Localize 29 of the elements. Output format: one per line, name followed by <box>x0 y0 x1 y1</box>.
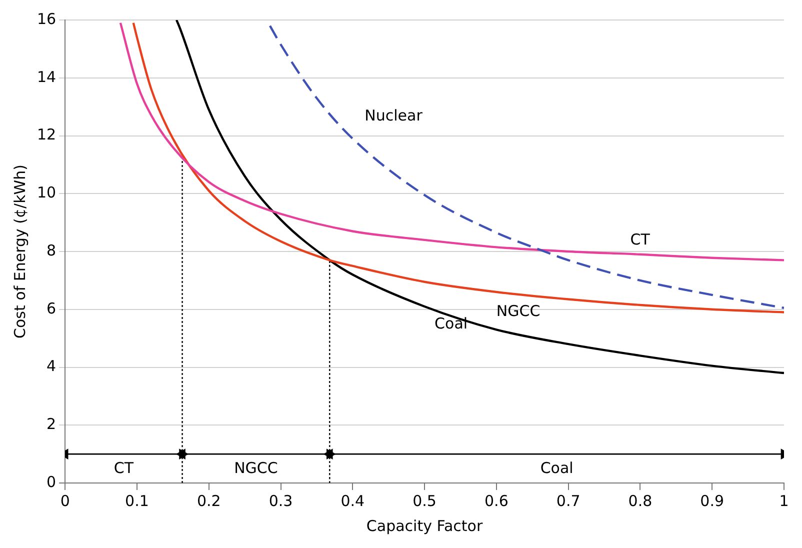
x-tick-label: 0 <box>60 492 70 510</box>
x-tick-label: 0.5 <box>412 492 436 510</box>
y-tick-label: 8 <box>46 241 56 260</box>
x-tick-label: 0.8 <box>628 492 652 510</box>
series-label: Coal <box>434 314 468 332</box>
y-tick-label: 4 <box>46 357 56 376</box>
x-tick-label: 0.3 <box>268 492 293 510</box>
x-tick-label: 0.7 <box>556 492 580 510</box>
x-tick-label: 0.1 <box>125 492 149 510</box>
y-tick-label: 16 <box>36 10 56 28</box>
series-label: CT <box>630 230 651 248</box>
annotation: CT <box>114 458 134 477</box>
y-tick-label: 6 <box>46 299 56 318</box>
x-tick-label: 0.4 <box>340 492 365 510</box>
y-tick-label: 10 <box>36 184 56 202</box>
x-tick-label: 0.6 <box>484 492 508 510</box>
y-tick-label: 0 <box>46 472 56 491</box>
annotation: Coal <box>540 458 574 477</box>
series-label: Nuclear <box>364 106 424 125</box>
y-tick-label: 12 <box>36 126 56 144</box>
y-tick-label: 2 <box>46 415 56 434</box>
x-tick-label: 0.9 <box>700 492 724 510</box>
x-axis-title: Capacity Factor <box>366 516 484 535</box>
annotation: NGCC <box>234 458 278 477</box>
series-label: NGCC <box>496 302 540 320</box>
x-tick-label: 1 <box>779 492 789 510</box>
x-tick-label: 0.2 <box>196 492 221 510</box>
y-tick-label: 14 <box>36 68 56 86</box>
y-axis-title: Cost of Energy (¢/kWh) <box>10 164 29 338</box>
